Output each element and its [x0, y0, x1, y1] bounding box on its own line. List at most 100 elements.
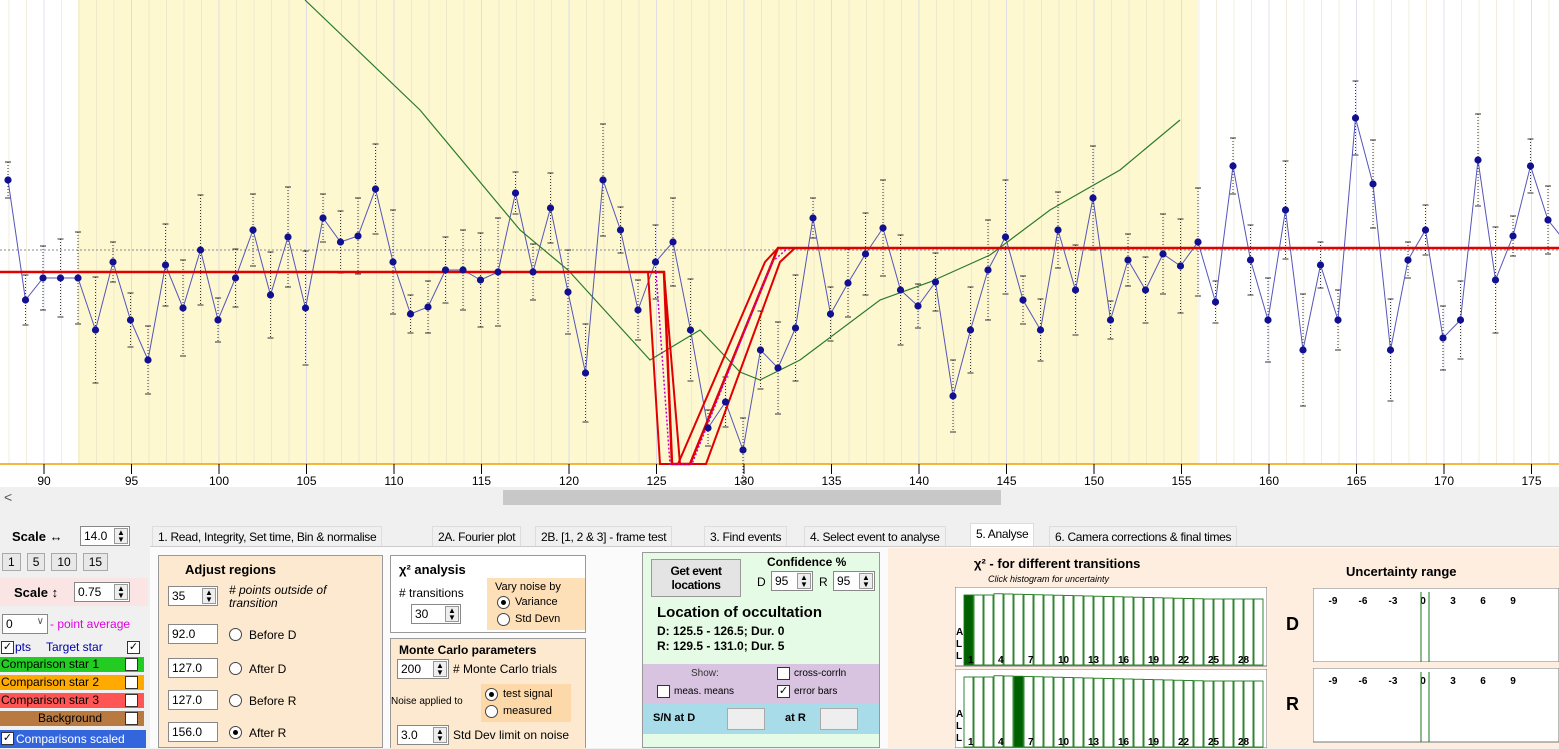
measured-radio[interactable] — [485, 705, 498, 718]
histogram-bar[interactable] — [1103, 678, 1114, 748]
histogram-bar[interactable] — [963, 594, 974, 666]
histogram-bar[interactable] — [983, 676, 994, 748]
histogram-bar[interactable] — [1253, 598, 1264, 666]
histogram-bar[interactable] — [1113, 596, 1124, 666]
spin-arrows-icon[interactable]: ▲ ▼ — [797, 573, 811, 589]
spin-arrows-icon[interactable]: ▲ ▼ — [433, 727, 447, 743]
tab-find-events[interactable]: 3. Find events — [704, 526, 788, 547]
points-outside-spinner[interactable]: 35 ▲ ▼ — [168, 586, 218, 606]
sn-d-field[interactable] — [727, 708, 765, 730]
test-signal-radio[interactable] — [485, 688, 498, 701]
plot-scrollbar[interactable]: < — [0, 487, 1559, 508]
histogram-bar[interactable] — [1103, 596, 1114, 666]
comp2-checkbox[interactable] — [125, 676, 138, 689]
histogram-bar[interactable] — [1203, 598, 1214, 666]
preset-10-button[interactable]: 10 — [51, 553, 77, 571]
histogram-bar[interactable] — [1243, 680, 1254, 748]
histogram-bar[interactable] — [1243, 598, 1254, 666]
comparisons-scaled-checkbox[interactable]: ✓ — [1, 732, 14, 745]
histogram-bar[interactable] — [1043, 594, 1054, 666]
std-limit-spinner[interactable]: 3.0 ▲ ▼ — [397, 725, 449, 745]
meas-means-checkbox[interactable] — [657, 685, 670, 698]
histogram-bar[interactable] — [1203, 680, 1214, 748]
histogram-bar[interactable] — [1233, 680, 1244, 748]
tab-fourier[interactable]: 2A. Fourier plot — [432, 526, 522, 547]
light-curve-plot[interactable]: 90 95 100 105 110 115 120 125 130 135 140 145 150 155… — [0, 0, 1559, 490]
histogram-bar[interactable] — [973, 594, 984, 666]
tab-analyse[interactable]: 5. Analyse — [970, 523, 1035, 547]
cross-corr-checkbox[interactable] — [777, 667, 790, 680]
preset-15-button[interactable]: 15 — [82, 553, 109, 571]
histogram-bar[interactable] — [1223, 598, 1234, 666]
comp1-checkbox[interactable] — [125, 658, 138, 671]
histogram-bar[interactable] — [1043, 676, 1054, 748]
point-average-select[interactable]: 0 ∨ — [2, 614, 48, 634]
histogram-bar[interactable] — [1173, 597, 1184, 666]
spin-arrows-icon[interactable]: ▲ ▼ — [433, 661, 447, 677]
preset-5-button[interactable]: 5 — [26, 553, 46, 571]
before-r-radio[interactable] — [229, 694, 242, 707]
histogram-bar[interactable] — [1013, 675, 1024, 748]
histogram-bar[interactable] — [993, 675, 1004, 748]
scale-h-spinner[interactable]: 14.0 ▲ ▼ — [80, 526, 130, 546]
histogram-bar[interactable] — [1063, 595, 1074, 666]
histogram-bar[interactable] — [1143, 679, 1154, 748]
histogram-bar[interactable] — [1183, 598, 1194, 666]
histogram-bar[interactable] — [1003, 675, 1014, 748]
histogram-bar[interactable] — [1253, 680, 1264, 748]
histogram-bar[interactable] — [1143, 597, 1154, 666]
tab-read[interactable]: 1. Read, Integrity, Set time, Bin & norm… — [152, 526, 383, 547]
spin-arrows-icon[interactable]: ▲ ▼ — [114, 528, 128, 544]
histogram-bar[interactable] — [1023, 594, 1034, 666]
histogram-bar[interactable] — [983, 594, 994, 666]
histogram-bar[interactable] — [963, 676, 974, 748]
histogram-bar[interactable] — [1033, 676, 1044, 748]
histogram-bar[interactable] — [1123, 596, 1134, 666]
histogram-bar[interactable] — [993, 593, 1004, 666]
histogram-bar[interactable] — [1113, 678, 1124, 748]
target-star-checkbox[interactable]: ✓ — [127, 641, 140, 654]
pts-checkbox[interactable]: ✓ — [1, 641, 14, 654]
after-r-value[interactable]: 156.0 — [168, 722, 218, 742]
histogram-bar[interactable] — [1083, 595, 1094, 666]
histogram-bar[interactable] — [1013, 593, 1024, 666]
r-histogram[interactable]: ALL147101316192225283 — [955, 669, 1267, 748]
spin-arrows-icon[interactable]: ▲ ▼ — [859, 573, 873, 589]
histogram-bar[interactable] — [1213, 680, 1224, 748]
after-d-value[interactable]: 127.0 — [168, 658, 218, 678]
conf-d-spinner[interactable]: 95 ▲ ▼ — [771, 571, 813, 591]
histogram-bar[interactable] — [1073, 677, 1084, 748]
scroll-thumb[interactable] — [503, 490, 1001, 505]
tab-camera[interactable]: 6. Camera corrections & final times — [1049, 526, 1238, 547]
d-histogram[interactable]: ALL147101316192225283 — [955, 587, 1267, 667]
histogram-bar[interactable] — [1083, 677, 1094, 748]
histogram-bar[interactable] — [1053, 676, 1064, 748]
histogram-bar[interactable] — [1123, 678, 1134, 748]
scale-v-spinner[interactable]: 0.75 ▲ ▼ — [74, 582, 130, 602]
histogram-bar[interactable] — [1153, 597, 1164, 666]
tab-select-event[interactable]: 4. Select event to analyse — [804, 526, 946, 547]
histogram-bar[interactable] — [1023, 676, 1034, 748]
sn-r-field[interactable] — [820, 708, 858, 730]
error-bars-checkbox[interactable]: ✓ — [777, 685, 790, 698]
histogram-bar[interactable] — [1163, 597, 1174, 666]
histogram-bar[interactable] — [1163, 679, 1174, 748]
histogram-bar[interactable] — [1173, 679, 1184, 748]
before-d-radio[interactable] — [229, 628, 242, 641]
comp3-checkbox[interactable] — [125, 694, 138, 707]
conf-r-spinner[interactable]: 95 ▲ ▼ — [833, 571, 875, 591]
variance-radio[interactable] — [497, 596, 510, 609]
histogram-bar[interactable] — [1093, 677, 1104, 748]
scroll-left-arrow[interactable]: < — [4, 489, 13, 505]
after-r-radio[interactable] — [229, 726, 242, 739]
histogram-bar[interactable] — [1053, 594, 1064, 666]
histogram-bar[interactable] — [1193, 598, 1204, 666]
histogram-bar[interactable] — [1093, 595, 1104, 666]
trials-spinner[interactable]: 200 ▲ ▼ — [397, 659, 449, 679]
spin-arrows-icon[interactable]: ▲ ▼ — [445, 606, 459, 622]
get-event-locations-button[interactable]: Get event locations — [651, 559, 741, 597]
histogram-bar[interactable] — [1063, 677, 1074, 748]
histogram-bar[interactable] — [1003, 593, 1014, 666]
std-devn-radio[interactable] — [497, 613, 510, 626]
preset-1-button[interactable]: 1 — [2, 553, 21, 571]
